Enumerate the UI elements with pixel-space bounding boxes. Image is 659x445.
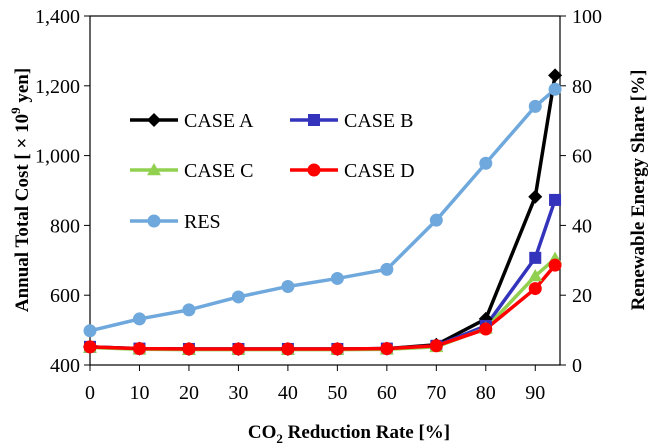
data-point-case-d [281, 342, 295, 356]
data-point-case-b [529, 251, 542, 264]
data-point-res [479, 156, 493, 170]
data-point-res [330, 271, 344, 285]
plot-border [89, 15, 561, 366]
legend-label-case-a: CASE A [184, 110, 254, 132]
right-y-tick-label: 80 [572, 76, 592, 98]
x-tick-label: 50 [327, 382, 347, 404]
x-tick-label: 0 [85, 382, 95, 404]
data-point-case-d [132, 342, 146, 356]
data-point-res [83, 324, 97, 338]
left-y-tick-label: 1,200 [35, 76, 80, 98]
data-point-res [548, 82, 562, 96]
data-point-case-a [548, 68, 563, 83]
data-point-case-d [231, 342, 245, 356]
series-line-case-a [89, 75, 557, 351]
data-point-case-d [429, 339, 443, 353]
right-y-tick-label: 20 [572, 285, 592, 307]
series-lines [89, 75, 557, 352]
data-point-case-a [528, 189, 543, 204]
legend-label-res: RES [184, 211, 221, 233]
legend-marker-case-d [307, 163, 321, 177]
legend-marker-res [147, 214, 161, 228]
left-y-tick-label: 1,400 [35, 6, 80, 28]
data-point-case-d [380, 342, 394, 356]
right-y-axis-title: Renewable Energy Share [%] [628, 70, 649, 311]
series-line-case-c [89, 257, 557, 352]
x-tick-label: 90 [525, 382, 545, 404]
left-y-axis: 400 600 800 1,000 1,200 1,400 [35, 6, 90, 377]
right-y-tick-label: 40 [572, 215, 592, 237]
legend: CASE A CASE B CASE C CASE D RES [130, 110, 415, 233]
data-point-res [429, 213, 443, 227]
right-y-tick-label: 60 [572, 146, 592, 168]
data-point-res [132, 312, 146, 326]
data-point-case-d [548, 258, 562, 272]
data-point-case-d [182, 342, 196, 356]
left-y-tick-label: 600 [50, 285, 80, 307]
data-point-case-d [528, 282, 542, 296]
legend-label-case-d: CASE D [344, 160, 415, 182]
x-tick-label: 30 [228, 382, 248, 404]
left-y-tick-label: 400 [50, 355, 80, 377]
series-markers [83, 68, 563, 356]
left-y-axis-title: Annual Total Cost [ × 109 yen] [8, 68, 33, 312]
data-point-case-d [330, 342, 344, 356]
legend-marker-case-c [147, 163, 161, 176]
data-point-case-d [83, 340, 97, 354]
x-tick-label: 60 [377, 382, 397, 404]
data-point-case-d [479, 322, 493, 336]
right-y-axis: 0 20 40 60 80 100 [560, 6, 602, 377]
data-point-res [380, 262, 394, 276]
series-line-res [89, 87, 557, 333]
plot-frame [89, 15, 561, 366]
legend-label-case-b: CASE B [344, 110, 413, 132]
legend-label-case-c: CASE C [184, 160, 253, 182]
x-tick-label: 80 [476, 382, 496, 404]
data-point-res [231, 290, 245, 304]
x-tick-label: 10 [129, 382, 149, 404]
x-tick-label: 20 [179, 382, 199, 404]
legend-marker-case-b [308, 114, 320, 126]
right-y-tick-label: 100 [572, 6, 602, 28]
data-point-case-b [549, 193, 562, 206]
data-point-res [182, 303, 196, 317]
x-axis-title: CO2 Reduction Rate [%] [248, 422, 450, 445]
x-tick-label: 70 [426, 382, 446, 404]
x-axis: 0 10 20 30 40 50 60 70 80 90 [85, 365, 545, 404]
data-point-res [281, 279, 295, 293]
data-point-res [528, 99, 542, 113]
right-y-tick-label: 0 [572, 355, 582, 377]
legend-marker-case-a [147, 113, 161, 127]
series-line-case-d [89, 264, 557, 351]
left-y-tick-label: 1,000 [35, 146, 80, 168]
left-y-tick-label: 800 [50, 215, 80, 237]
data-point-case-c [528, 269, 543, 282]
x-tick-label: 40 [278, 382, 298, 404]
